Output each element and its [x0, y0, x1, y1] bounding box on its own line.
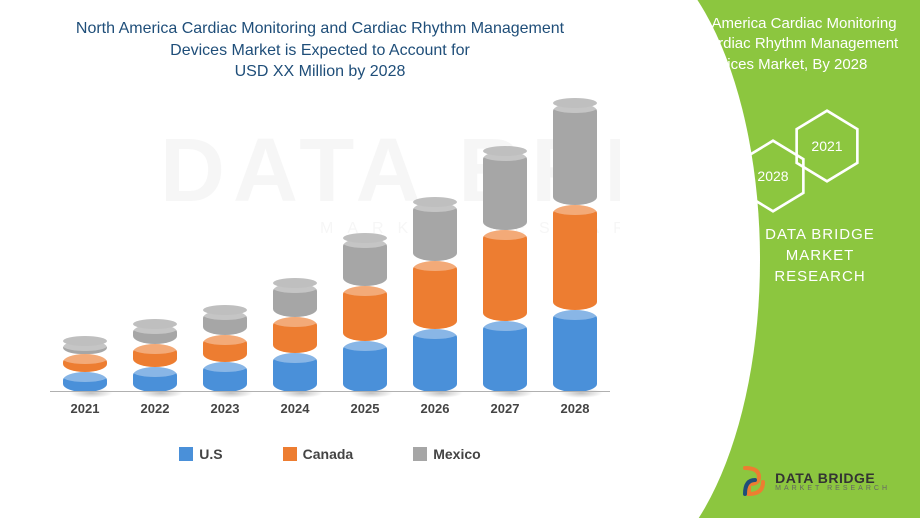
bar-group: [273, 283, 317, 392]
bar-segment: [133, 344, 177, 367]
x-axis-label: 2026: [413, 401, 457, 416]
bar-group: [553, 103, 597, 392]
hexagon-group: 2021 2028: [740, 108, 900, 208]
x-axis-label: 2025: [343, 401, 387, 416]
hexagon-front-label: 2028: [757, 168, 788, 184]
hexagon-back-label: 2021: [811, 138, 842, 154]
bar-group: [343, 238, 387, 392]
logo-mark-icon: [741, 464, 767, 498]
legend-label: Canada: [303, 446, 354, 462]
right-panel-brand: DATA BRIDGE MARKETRESEARCH: [730, 224, 910, 287]
bar-segment: [63, 341, 107, 355]
right-panel: North America Cardiac Monitoringand Card…: [620, 0, 920, 518]
bar-segment: [273, 353, 317, 392]
legend-swatch: [413, 447, 427, 461]
chart-area: 2021 2022 2023 2024 2025 2026 2027 2028: [50, 96, 610, 416]
x-axis-line: [50, 391, 610, 392]
bar-segment: [203, 335, 247, 362]
bars-container: [50, 96, 610, 392]
bar-segment: [553, 205, 597, 310]
chart-panel: North America Cardiac Monitoring and Car…: [0, 0, 640, 518]
x-axis-label: 2022: [133, 401, 177, 416]
bar-segment: [63, 372, 107, 392]
bar-segment: [483, 321, 527, 392]
bar-segment: [273, 283, 317, 317]
x-axis-label: 2021: [63, 401, 107, 416]
x-axis-label: 2028: [553, 401, 597, 416]
bar-group: [413, 202, 457, 392]
legend-item: Mexico: [413, 446, 480, 462]
x-axis-label: 2027: [483, 401, 527, 416]
legend-swatch: [179, 447, 193, 461]
x-axis-label: 2023: [203, 401, 247, 416]
bar-group: [133, 324, 177, 392]
bar-segment: [413, 202, 457, 261]
right-panel-title: North America Cardiac Monitoringand Card…: [660, 14, 908, 75]
logo-main-text: DATA BRIDGE: [775, 471, 890, 485]
bar-segment: [483, 230, 527, 321]
x-axis-label: 2024: [273, 401, 317, 416]
bar-group: [203, 310, 247, 392]
legend-label: Mexico: [433, 446, 480, 462]
bar-group: [483, 151, 527, 392]
bar-segment: [553, 103, 597, 205]
logo-text: DATA BRIDGE MARKET RESEARCH: [775, 471, 890, 492]
bar-segment: [343, 286, 387, 341]
legend-item: Canada: [283, 446, 354, 462]
bar-segment: [343, 341, 387, 392]
bar-segment: [413, 329, 457, 392]
x-axis-labels: 2021 2022 2023 2024 2025 2026 2027 2028: [50, 401, 610, 416]
legend-label: U.S: [199, 446, 222, 462]
bar-segment: [413, 261, 457, 329]
legend: U.S Canada Mexico: [50, 446, 610, 462]
bar-segment: [133, 324, 177, 344]
bar-segment: [483, 151, 527, 231]
bar-segment: [133, 367, 177, 392]
legend-item: U.S: [179, 446, 222, 462]
bar-segment: [553, 310, 597, 392]
bar-segment: [63, 354, 107, 371]
footer-logo: DATA BRIDGE MARKET RESEARCH: [741, 464, 890, 498]
chart-title: North America Cardiac Monitoring and Car…: [0, 0, 640, 87]
bar-segment: [343, 238, 387, 286]
bar-segment: [203, 362, 247, 392]
bar-group: [63, 341, 107, 392]
bar-segment: [273, 317, 317, 353]
legend-swatch: [283, 447, 297, 461]
hexagon-front: 2028: [740, 138, 806, 214]
bar-segment: [203, 310, 247, 335]
logo-sub-text: MARKET RESEARCH: [775, 485, 890, 492]
